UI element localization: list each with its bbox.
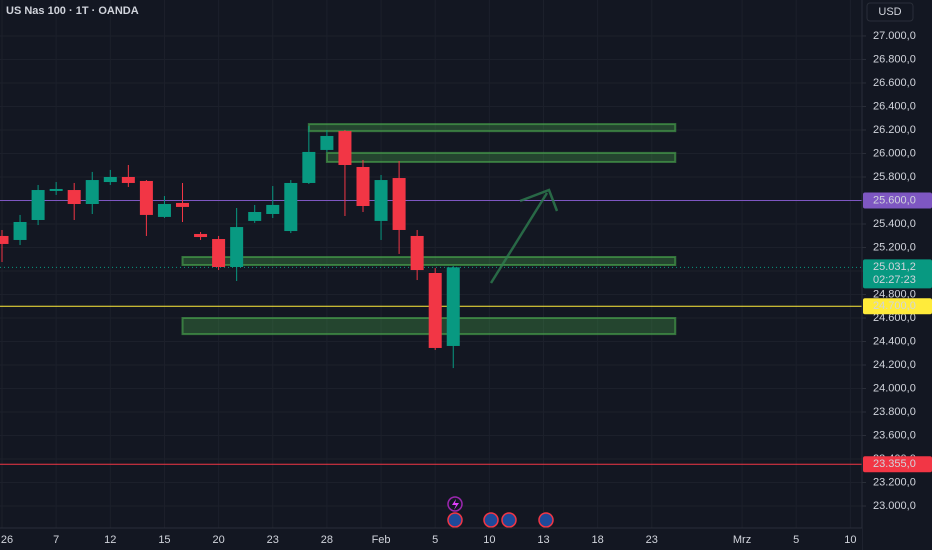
candle-body bbox=[176, 202, 189, 207]
candle-body bbox=[392, 178, 406, 230]
y-tick-label: 25.400,0 bbox=[873, 218, 916, 230]
price-zone bbox=[181, 256, 677, 266]
x-axis: 26 7 12 15 20 23 28 Feb 5 10 13 18 23 Mrz 5 10 bbox=[1, 534, 857, 546]
candle-body bbox=[428, 272, 442, 348]
x-tick-label: 23 bbox=[646, 534, 658, 546]
x-tick-label: Mrz bbox=[733, 534, 751, 546]
event-icon[interactable] bbox=[501, 512, 517, 528]
countdown: 02:27:23 bbox=[873, 274, 916, 286]
x-tick-label: 15 bbox=[158, 534, 170, 546]
event-icons bbox=[447, 496, 554, 528]
price-labels: 25.600,0 24.700,0 23.355,0 25.031,202:27:23 bbox=[863, 192, 932, 473]
x-tick-label: 18 bbox=[592, 534, 604, 546]
arrow-annotation bbox=[489, 188, 559, 284]
y-tick-label: 23.200,0 bbox=[873, 476, 916, 488]
y-tick-label: 25.200,0 bbox=[873, 241, 916, 253]
candle-body bbox=[266, 204, 280, 214]
price-label: 23.355,0 bbox=[873, 458, 916, 470]
candle-body bbox=[13, 221, 27, 240]
x-tick-label: 13 bbox=[537, 534, 549, 546]
x-tick-label: 10 bbox=[844, 534, 856, 546]
time-axis bbox=[0, 528, 862, 550]
y-tick-label: 24.400,0 bbox=[873, 335, 916, 347]
price-zone bbox=[307, 123, 677, 133]
candle-body bbox=[374, 180, 388, 221]
y-tick-label: 24.000,0 bbox=[873, 382, 916, 394]
y-tick-label: 24.800,0 bbox=[873, 288, 916, 300]
candle-body bbox=[230, 227, 244, 267]
y-tick-label: 23.800,0 bbox=[873, 406, 916, 418]
candles bbox=[0, 125, 460, 369]
x-tick-label: 5 bbox=[793, 534, 799, 546]
candle-body bbox=[446, 267, 460, 346]
x-tick-label: 5 bbox=[432, 534, 438, 546]
candle-body bbox=[67, 190, 81, 205]
y-tick-label: 24.200,0 bbox=[873, 359, 916, 371]
y-tick-label: 26.000,0 bbox=[873, 147, 916, 159]
x-tick-label: 10 bbox=[483, 534, 495, 546]
event-icon[interactable] bbox=[447, 512, 463, 528]
x-tick-label: 23 bbox=[267, 534, 279, 546]
candle-body bbox=[49, 188, 63, 191]
candle-body bbox=[85, 180, 99, 205]
candle-body bbox=[302, 151, 316, 183]
candle-body bbox=[157, 204, 171, 217]
price-label-box bbox=[863, 192, 932, 209]
candle-body bbox=[139, 180, 153, 215]
y-tick-label: 26.800,0 bbox=[873, 53, 916, 65]
candle-body bbox=[248, 211, 262, 221]
y-tick-label: 24.600,0 bbox=[873, 312, 916, 324]
candle-body bbox=[31, 190, 45, 220]
y-tick-label: 26.600,0 bbox=[873, 77, 916, 89]
price-label: 25.031,2 bbox=[873, 261, 916, 273]
y-tick-label: 27.000,0 bbox=[873, 30, 916, 42]
price-label-box bbox=[863, 298, 932, 315]
event-icon[interactable] bbox=[483, 512, 499, 528]
currency-button[interactable] bbox=[866, 2, 914, 22]
x-tick-label: Feb bbox=[372, 534, 391, 546]
price-label: 24.700,0 bbox=[873, 300, 916, 312]
y-tick-label: 26.200,0 bbox=[873, 124, 916, 136]
candle-body bbox=[121, 176, 135, 183]
arrow-shaft bbox=[489, 192, 549, 284]
price-label-box bbox=[863, 456, 932, 473]
arrow-head bbox=[519, 188, 559, 212]
y-tick-label: 23.600,0 bbox=[873, 429, 916, 441]
x-tick-label: 28 bbox=[321, 534, 333, 546]
candle-body bbox=[212, 239, 226, 267]
candle-body bbox=[103, 176, 117, 183]
price-zone bbox=[325, 151, 677, 163]
event-icon[interactable] bbox=[538, 512, 554, 528]
price-label: 25.600,0 bbox=[873, 194, 916, 206]
candle-body bbox=[356, 166, 370, 207]
y-tick-label: 23.000,0 bbox=[873, 500, 916, 512]
event-icon-glyph bbox=[452, 499, 459, 510]
x-tick-label: 20 bbox=[212, 534, 224, 546]
price-label-box bbox=[863, 259, 932, 289]
y-tick-label: 25.800,0 bbox=[873, 171, 916, 183]
candle-body bbox=[410, 235, 424, 271]
chart-title: US Nas 100 · 1T · OANDA bbox=[6, 5, 139, 17]
y-tick-label: 26.400,0 bbox=[873, 100, 916, 112]
candle-body bbox=[0, 235, 9, 244]
candle-body bbox=[194, 233, 208, 238]
x-tick-label: 12 bbox=[104, 534, 116, 546]
candle-body bbox=[284, 182, 298, 232]
candle-body bbox=[320, 135, 334, 150]
candle-body bbox=[338, 131, 352, 165]
x-tick-label: 26 bbox=[1, 534, 13, 546]
currency[interactable]: USD bbox=[878, 6, 901, 18]
x-tick-label: 7 bbox=[53, 534, 59, 546]
